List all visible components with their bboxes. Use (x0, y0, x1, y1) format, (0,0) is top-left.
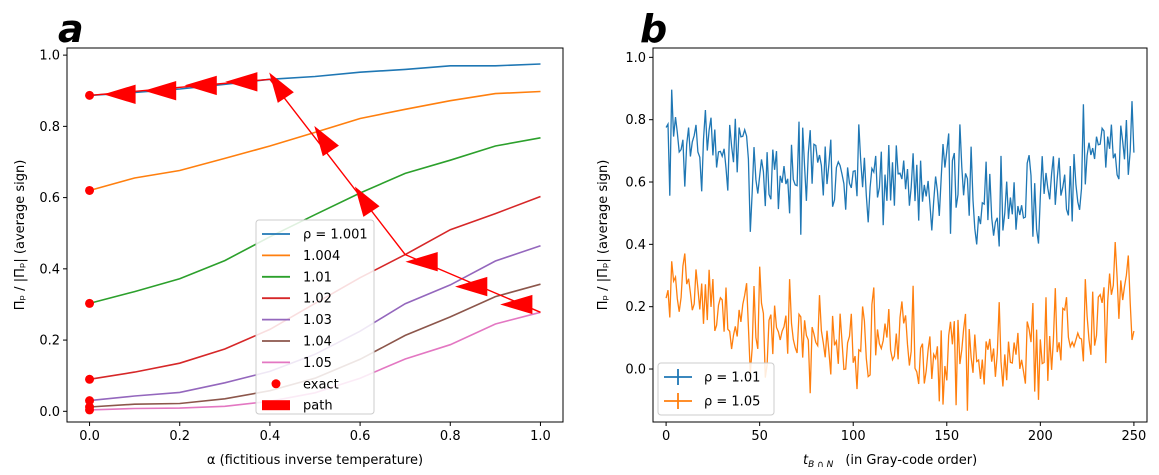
panel-a-legend-label: ρ = 1.001 (303, 228, 368, 243)
panel-b-ylabel: Πₚ / |Πₚ| (average sign) (596, 160, 611, 311)
panel-a-chart: 0.0 0.2 0.4 0.6 0.8 1.0 0.0 0.2 0.4 0.6 0.8 1.0 α … (13, 47, 564, 468)
panel-b-ytick-label: 0.8 (625, 113, 646, 128)
panel-a-xtick-label: 0.4 (260, 429, 281, 444)
panel-a-ytick-label: 0.2 (39, 334, 60, 349)
panel-a-ytick-label: 0.6 (39, 191, 60, 206)
panel-a-legend-items: ρ = 1.001 1.004 1.01 1.02 1.03 1.04 1.05 exact p… (262, 228, 368, 414)
panel-a-ytick-label: 0.0 (39, 405, 60, 420)
panel-a-path-arrow (405, 252, 438, 272)
panel-a-exact-point (85, 374, 95, 384)
panel-b-series-line-0 (665, 89, 1135, 247)
panel-a-path-arrow (225, 72, 258, 92)
panel-b-ytick-label: 0.2 (625, 300, 646, 315)
panel-b-legend-box (657, 362, 775, 416)
panel-a-exact-point (85, 405, 95, 415)
panel-a-legend-item: 1.02 (262, 292, 332, 307)
panel-a-xtick-label: 0.0 (79, 429, 100, 444)
panel-a-y-ticks: 0.0 0.2 0.4 0.6 0.8 1.0 (39, 49, 67, 420)
panel-b-series-group (665, 89, 1135, 411)
panel-b-ytick-label: 0.0 (625, 363, 646, 378)
panel-a-legend-label: 1.02 (303, 292, 332, 307)
panel-a-path-group (89, 72, 541, 315)
panel-b-x-ticks: 0 50 100 150 200 250 (662, 422, 1146, 444)
panel-a-legend-item: 1.03 (262, 313, 332, 328)
panel-b-xlabel-rest: (in Gray-code order) (845, 453, 977, 468)
panel-a-path-arrow (500, 294, 533, 315)
panel-a-exact-point (85, 90, 95, 100)
panel-b-y-ticks: 0.0 0.2 0.4 0.6 0.8 1.0 (625, 51, 653, 378)
panel-a-legend-item: 1.01 (262, 270, 332, 285)
panel-a-legend-swatch (271, 379, 281, 389)
panel-a-legend-label: 1.05 (303, 356, 332, 371)
panel-a-path-arrow (103, 84, 136, 104)
panel-a-path-arrow (455, 276, 488, 297)
panel-a-legend-label: path (303, 399, 333, 414)
panel-a-frame (66, 47, 564, 423)
panel-a-legend-item: ρ = 1.001 (262, 228, 368, 243)
panel-b-xtick-label: 200 (1028, 429, 1053, 444)
panel-b-series-line-1 (665, 241, 1135, 411)
panel-a-exact-point (85, 185, 95, 195)
panel-a-legend-swatch (262, 400, 290, 411)
panel-a-exact-point (85, 396, 95, 406)
panel-b-xtick-label: 100 (841, 429, 866, 444)
panel-a-xtick-label: 0.2 (169, 429, 190, 444)
panel-a-legend-label: 1.004 (303, 249, 340, 264)
panel-a-legend: ρ = 1.001 1.004 1.01 1.02 1.03 1.04 1.05 exact p… (255, 219, 375, 415)
panel-b-xtick-label: 50 (751, 429, 768, 444)
panel-a-legend-label: 1.03 (303, 313, 332, 328)
panel-b-legend-item: ρ = 1.05 (664, 393, 760, 410)
panel-b-xlabel-sub: B ∩ N (808, 460, 833, 470)
panel-a-legend-item: 1.004 (262, 249, 340, 264)
panel-b-ytick-label: 1.0 (625, 51, 646, 66)
panel-a-legend-item: 1.04 (262, 335, 332, 350)
panel-a-legend-item: exact (271, 377, 339, 392)
panel-b-xlabel: tB ∩ N (in Gray-code order) (803, 453, 977, 470)
panel-a-path-arrow (269, 72, 294, 103)
panel-a-legend-label: exact (303, 377, 339, 392)
panel-a-xtick-label: 0.6 (350, 429, 371, 444)
panel-b-legend-item: ρ = 1.01 (664, 369, 760, 386)
panel-a-path-arrow (354, 186, 380, 217)
panel-b-xlabel-main: t (803, 453, 809, 468)
panel-a-series-line-1 (89, 90, 541, 192)
panel-b-legend-items: ρ = 1.01 ρ = 1.05 (664, 369, 760, 410)
panel-a-path-arrow (314, 125, 339, 157)
panel-a-ylabel: Πₚ / |Πₚ| (average sign) (13, 160, 28, 311)
panel-a-ytick-label: 0.8 (39, 120, 60, 135)
panel-a-exact-points (85, 90, 95, 415)
panel-a-ytick-label: 0.4 (39, 262, 60, 277)
panel-b-xtick-label: 150 (934, 429, 959, 444)
panel-a-exact-point (85, 298, 95, 308)
panel-a-xtick-label: 0.8 (440, 429, 461, 444)
panel-a-path-arrow (143, 81, 177, 101)
panel-a-letter: a (58, 7, 84, 51)
panel-a-xtick-label: 1.0 (530, 429, 551, 444)
panel-a-ytick-label: 1.0 (39, 49, 60, 64)
panel-b-chart: 0 50 100 150 200 250 0.0 0.2 0.4 0.6 0.8 1.0 tB ∩ … (596, 47, 1148, 470)
panel-a-legend-item: 1.05 (262, 356, 332, 371)
panel-b-legend-label: ρ = 1.01 (704, 371, 760, 386)
panel-a-legend-box (255, 219, 375, 415)
panel-b-legend: ρ = 1.01 ρ = 1.05 (657, 362, 775, 416)
panel-b-frame (652, 47, 1148, 423)
panel-b-ytick-label: 0.4 (625, 238, 646, 253)
panel-a-legend-label: 1.04 (303, 335, 332, 350)
panel-a-x-ticks: 0.0 0.2 0.4 0.6 0.8 1.0 (79, 422, 551, 444)
panel-b-letter: b (640, 7, 667, 51)
panel-b-legend-label: ρ = 1.05 (704, 395, 760, 410)
panel-a-xlabel: α (fictitious inverse temperature) (207, 453, 423, 468)
panel-a-series-line-2 (89, 137, 541, 305)
panel-a-legend-label: 1.01 (303, 270, 332, 285)
panel-b-xtick-label: 0 (662, 429, 670, 444)
panel-a-legend-item: path (262, 399, 333, 414)
panel-b-xtick-label: 250 (1121, 429, 1146, 444)
panel-b-ytick-label: 0.6 (625, 176, 646, 191)
panel-a-path-arrow (184, 75, 217, 96)
